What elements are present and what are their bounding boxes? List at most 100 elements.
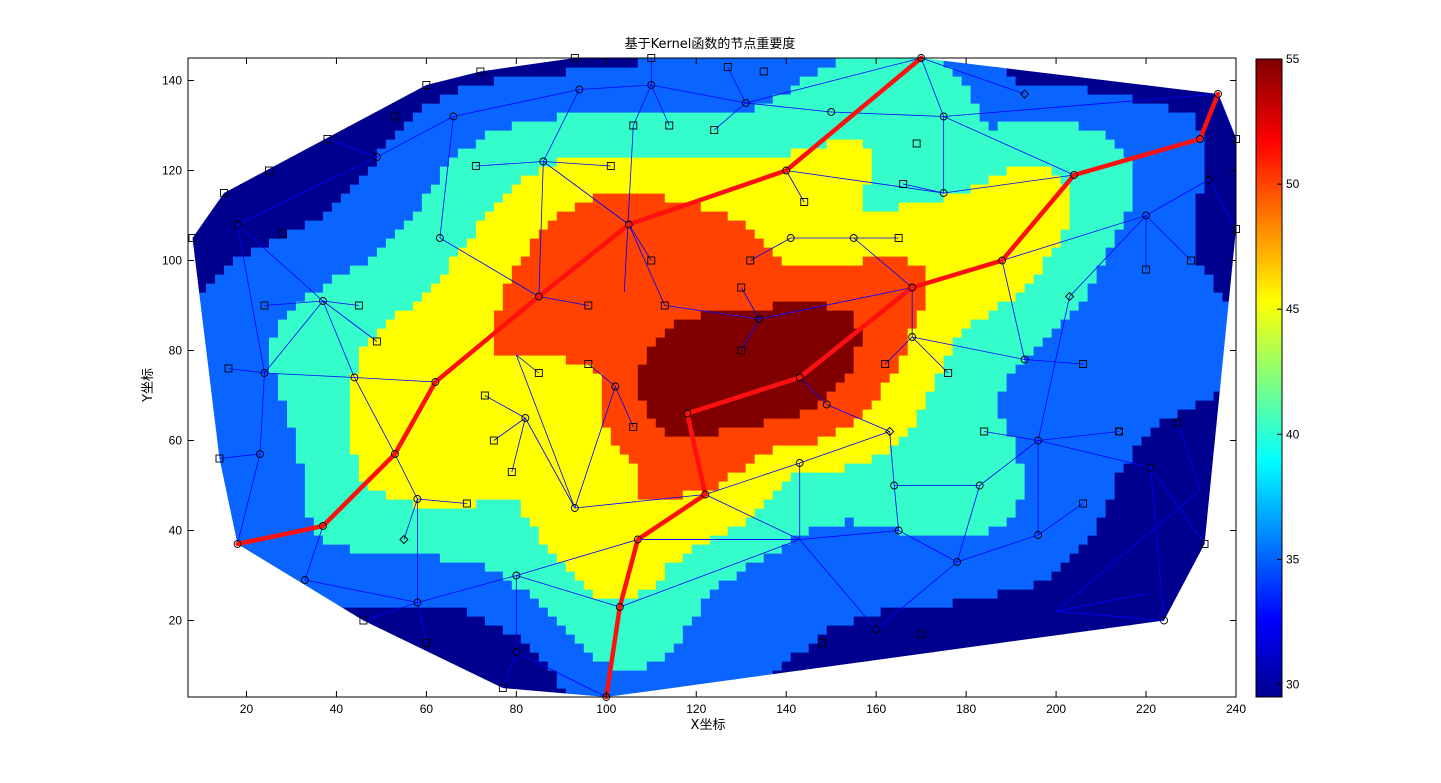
contour-cell xyxy=(952,598,1236,608)
network-edge xyxy=(538,161,544,297)
contour-cell xyxy=(862,328,909,338)
contour-cell xyxy=(295,445,351,455)
contour-cell xyxy=(206,562,486,572)
node-circle xyxy=(1146,463,1155,472)
contour-cell xyxy=(192,481,306,491)
network-edge xyxy=(403,498,418,540)
x-tick-label: 80 xyxy=(510,702,524,716)
contour-cell xyxy=(646,346,855,356)
node-circle xyxy=(350,373,359,382)
node-circle xyxy=(1205,175,1213,184)
contour-cell xyxy=(475,499,522,509)
contour-cell xyxy=(1042,256,1107,266)
node-square xyxy=(476,67,485,76)
contour-cell xyxy=(970,85,1089,95)
network-edge xyxy=(750,237,791,261)
node-square xyxy=(737,346,746,355)
path-line-2 xyxy=(604,91,1221,700)
node-circle xyxy=(624,220,633,229)
contour-cell xyxy=(763,499,1017,509)
network-edge xyxy=(614,386,634,428)
contour-cell xyxy=(628,454,756,464)
node-circle xyxy=(512,648,521,656)
network-edge xyxy=(740,287,760,320)
contour-cell xyxy=(1114,229,1197,239)
contour-cell xyxy=(475,139,828,149)
contour-cell xyxy=(304,292,423,302)
contour-cell xyxy=(1105,499,1236,509)
contour-cell xyxy=(745,220,1071,230)
x-tick-label: 180 xyxy=(956,702,976,716)
contour-cell xyxy=(206,445,297,455)
network-edge xyxy=(1069,215,1147,297)
contour-cell xyxy=(556,112,981,122)
network-edge xyxy=(884,336,913,365)
network-edge xyxy=(543,161,630,225)
network-edge xyxy=(417,575,517,603)
node-circle xyxy=(975,481,984,490)
contour-cell xyxy=(529,517,747,527)
contour-cell xyxy=(1159,418,1236,428)
colorbar-tick-label: 45 xyxy=(1286,302,1300,316)
node-circle xyxy=(1196,135,1204,143)
contour-cell xyxy=(421,202,495,212)
y-tick-label: 60 xyxy=(169,434,183,448)
contour-cell xyxy=(394,229,477,239)
node-square xyxy=(1173,418,1182,427)
contour-cell xyxy=(862,337,909,347)
node-square xyxy=(1079,499,1088,508)
network-edge xyxy=(237,156,378,225)
contour-cell xyxy=(1123,463,1236,473)
contour-cell xyxy=(331,274,441,284)
network-edge xyxy=(1056,593,1147,612)
network-edge xyxy=(705,462,800,495)
contour-cell xyxy=(925,265,1044,275)
contour-cell xyxy=(772,490,1026,500)
contour-cell xyxy=(192,184,351,194)
node-square xyxy=(665,121,674,130)
network-edge xyxy=(831,111,944,117)
contour-cell xyxy=(1195,202,1236,212)
node-circle xyxy=(435,234,444,242)
contour-cell xyxy=(700,598,954,608)
contour-cell xyxy=(502,283,927,293)
network-edge xyxy=(574,386,616,509)
contour-cell xyxy=(646,661,783,671)
contour-cell xyxy=(1015,499,1107,509)
contour-cell xyxy=(1096,517,1236,527)
contour-cell xyxy=(565,625,684,635)
network-edge xyxy=(542,89,580,162)
node-square xyxy=(278,229,287,238)
contour-cell xyxy=(988,175,1062,185)
node-square xyxy=(372,337,381,346)
contour-cell xyxy=(934,373,1008,383)
node-square xyxy=(629,423,638,431)
contour-cell xyxy=(349,265,450,275)
contour-cell xyxy=(304,499,414,509)
node-circle xyxy=(872,625,881,634)
contour-cell xyxy=(943,355,1026,365)
contour-cell xyxy=(197,310,288,320)
contour-cell xyxy=(295,454,360,464)
contour-cell xyxy=(790,472,1026,482)
contour-cell xyxy=(1015,292,1089,302)
contour-cell xyxy=(1204,130,1236,140)
contour-cell xyxy=(269,337,369,347)
contour-cell xyxy=(565,67,819,77)
contour-cell xyxy=(1150,427,1236,437)
contour-cell xyxy=(682,634,819,644)
contour-cell xyxy=(1051,328,1236,338)
contour-cell xyxy=(1114,472,1236,482)
contour-cell xyxy=(853,319,918,329)
network-edge xyxy=(394,453,418,500)
contour-cell xyxy=(197,382,279,392)
contour-cell xyxy=(520,256,783,266)
contour-cell xyxy=(925,391,999,401)
network-edge xyxy=(921,57,1025,95)
contour-cell xyxy=(192,274,216,284)
contour-cell xyxy=(448,256,522,266)
contour-cell xyxy=(772,445,891,455)
contour-cell xyxy=(192,319,279,329)
contour-cell xyxy=(889,373,936,383)
contour-cell xyxy=(192,346,270,356)
